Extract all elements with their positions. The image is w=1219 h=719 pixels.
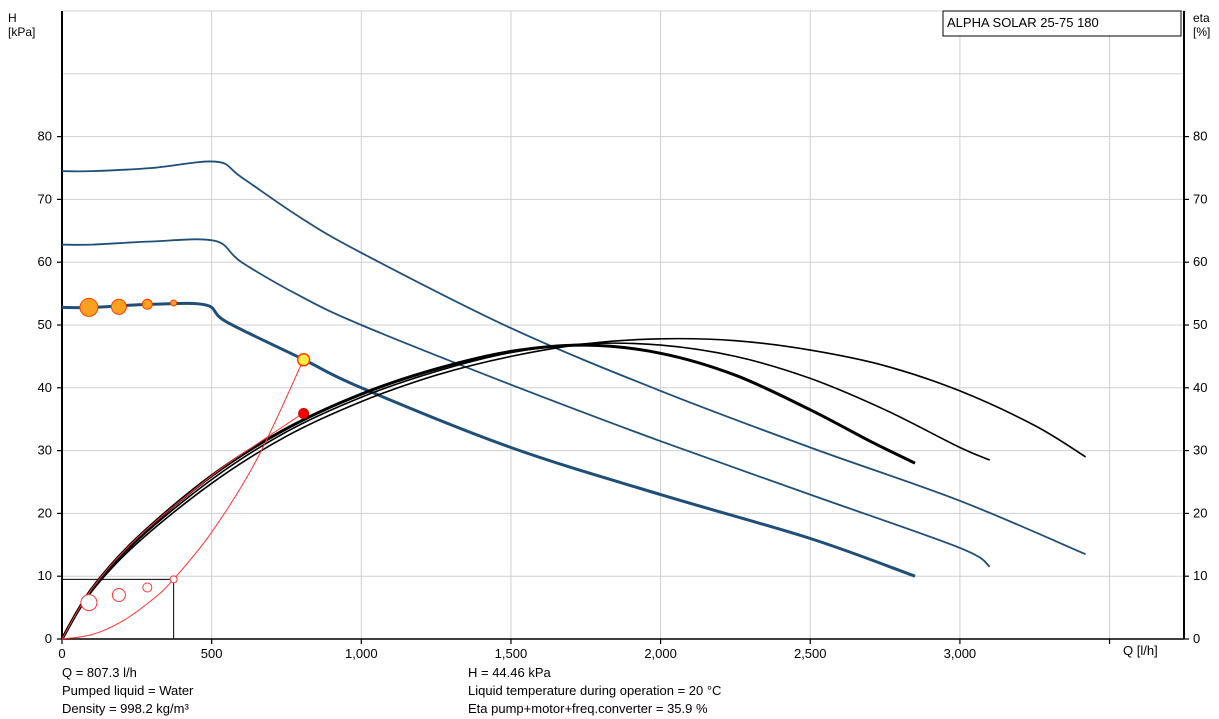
y-tick-label-right: 20 <box>1193 505 1207 520</box>
head-operating-marker <box>110 298 127 315</box>
eta-curve <box>61 342 991 640</box>
y-tick-label-right: 10 <box>1193 568 1207 583</box>
y-tick-label-left: 60 <box>38 254 52 269</box>
legend-box: ALPHA SOLAR 25-75 180 <box>942 10 1182 37</box>
y-right-label-line1: eta <box>1193 11 1210 25</box>
x-tick-label: 500 <box>201 646 223 661</box>
head-operating-marker <box>79 297 99 317</box>
y-tick-label-left: 20 <box>38 505 52 520</box>
info-eta: Eta pump+motor+freq.converter = 35.9 % <box>468 701 708 716</box>
info-h: H = 44.46 kPa <box>468 665 551 680</box>
system-curve-eta <box>61 412 304 640</box>
y-left-label-line1: H <box>8 11 17 25</box>
y-tick-label-left: 10 <box>38 568 52 583</box>
x-tick-label: 0 <box>58 646 65 661</box>
head-curve <box>61 238 991 568</box>
x-tick-label: 1,000 <box>345 646 378 661</box>
x-tick-label: 3,000 <box>944 646 977 661</box>
chart-curves <box>60 160 1087 640</box>
info-density: Density = 998.2 kg/m³ <box>62 701 189 716</box>
info-liquid: Pumped liquid = Water <box>62 683 194 698</box>
y-tick-label-right: 80 <box>1193 129 1207 144</box>
y-tick-label-right: 40 <box>1193 380 1207 395</box>
y-tick-label-right: 30 <box>1193 443 1207 458</box>
duty-point-eta-marker <box>298 408 310 420</box>
y-right-label-line2: [%] <box>1193 25 1210 39</box>
head-operating-marker <box>170 299 178 307</box>
y-tick-label-right: 60 <box>1193 254 1207 269</box>
eta-operating-marker <box>80 594 98 612</box>
x-tick-label: 2,500 <box>794 646 827 661</box>
head-curve <box>61 160 1086 556</box>
system-curve-head <box>61 359 304 640</box>
chart-grid <box>61 10 1185 640</box>
x-tick-label: 2,000 <box>644 646 677 661</box>
chart-axes <box>57 11 1189 644</box>
legend-title: ALPHA SOLAR 25-75 180 <box>947 15 1099 30</box>
chart-markers <box>79 297 311 612</box>
y-tick-label-left: 50 <box>38 317 52 332</box>
y-tick-label-right: 70 <box>1193 191 1207 206</box>
x-tick-label: 1,500 <box>495 646 528 661</box>
y-tick-label-right: 0 <box>1193 631 1200 646</box>
eta-curve <box>61 337 1087 640</box>
info-temp: Liquid temperature during operation = 20… <box>468 683 722 698</box>
eta-operating-marker <box>111 588 126 603</box>
eta-operating-marker <box>169 575 178 584</box>
y-tick-label-right: 50 <box>1193 317 1207 332</box>
y-tick-label-left: 80 <box>38 129 52 144</box>
x-axis-label: Q [l/h] <box>1123 643 1158 658</box>
info-q: Q = 807.3 l/h <box>62 665 137 680</box>
y-left-label-line2: [kPa] <box>8 25 35 39</box>
y-tick-label-left: 40 <box>38 380 52 395</box>
y-tick-label-left: 30 <box>38 443 52 458</box>
y-tick-label-left: 0 <box>45 631 52 646</box>
head-operating-marker <box>141 298 153 310</box>
eta-curve <box>60 343 916 640</box>
eta-operating-marker <box>142 582 153 593</box>
y-tick-label-left: 70 <box>38 191 52 206</box>
duty-point-head-marker <box>296 353 311 367</box>
